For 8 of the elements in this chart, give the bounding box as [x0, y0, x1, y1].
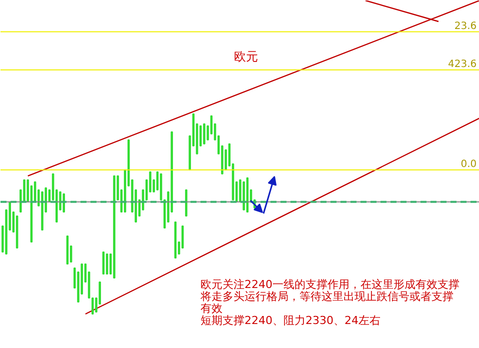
annotation: 0.0	[460, 158, 477, 170]
annotation: 有效	[200, 302, 222, 315]
annotation: 将走多头运行格局，等待这里出现止跌信号或者支撑	[200, 290, 454, 303]
annotation: 短期支撑2240、阻力2330、24左右	[200, 314, 380, 327]
annotation: 欧元关注2240一线的支撑作用，在这里形成有效支撑	[200, 278, 460, 291]
annotation: 423.6	[448, 58, 477, 70]
annotation: 23.6	[454, 20, 477, 32]
chart-title: 欧元	[234, 50, 258, 64]
